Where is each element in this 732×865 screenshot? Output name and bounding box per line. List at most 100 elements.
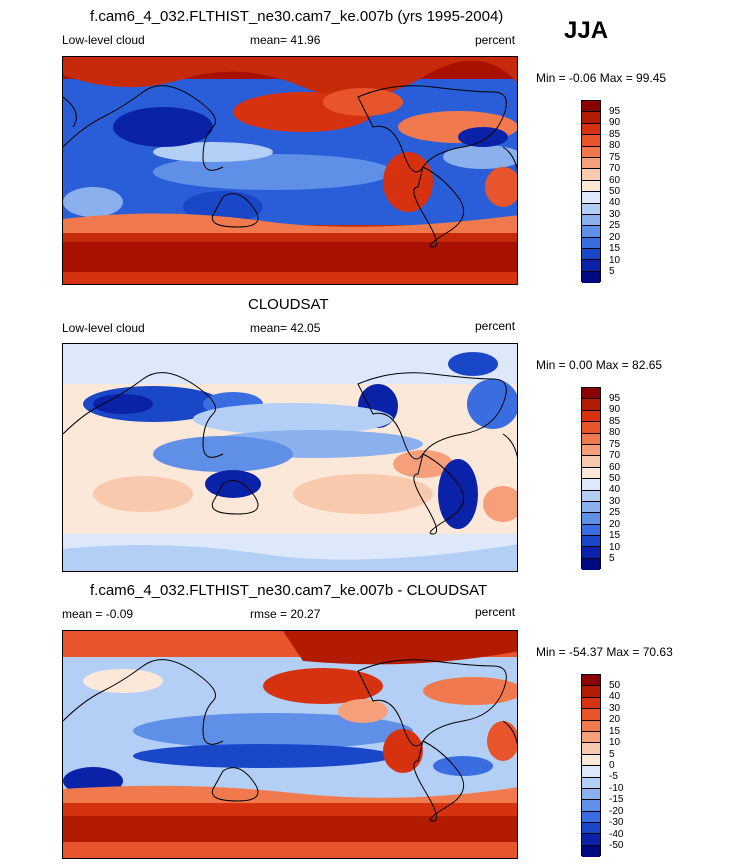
- panel3-colorbar-bin: [582, 697, 600, 710]
- colorbar-tick-label: 30: [609, 703, 621, 714]
- colorbar-tick-label: -20: [609, 806, 624, 817]
- panel1-colorbar-bin: [582, 214, 600, 227]
- colorbar-tick-label: 5: [609, 749, 615, 760]
- colorbar-tick-label: -15: [609, 794, 624, 805]
- colorbar-tick-label: 15: [609, 726, 621, 737]
- colorbar-tick-label: -30: [609, 817, 624, 828]
- panel3-colorbar-bin: [582, 845, 600, 858]
- colorbar-tick-label: 20: [609, 519, 621, 530]
- panel2-colorbar-bin: [582, 433, 600, 445]
- panel2-colorbar-bin: [582, 399, 600, 411]
- panel3-colorbar-bin: [582, 811, 600, 824]
- panel3-colorbar-bin: [582, 766, 600, 778]
- panel1-colorbar-bin: [582, 192, 600, 204]
- panel3-colorbar-bin: [582, 675, 600, 687]
- colorbar-tick-label: 10: [609, 542, 621, 553]
- panel2-colorbar-bin: [582, 388, 600, 400]
- colorbar-tick-label: 95: [609, 393, 621, 404]
- colorbar-tick-label: 40: [609, 484, 621, 495]
- panel2-colorbar-bin: [582, 410, 600, 423]
- panel2-colorbar-bin: [582, 547, 600, 559]
- panel3-colorbar-bin: [582, 709, 600, 721]
- colorbar-tick-label: 85: [609, 416, 621, 427]
- panel3-mean-label: mean = -0.09: [62, 607, 134, 621]
- colorbar-tick-label: -10: [609, 783, 624, 794]
- panel1-colorbar-bin: [582, 157, 600, 170]
- panel2-title: CLOUDSAT: [248, 296, 329, 313]
- panel2-colorbar-bin: [582, 422, 600, 434]
- colorbar-tick-label: 50: [609, 473, 621, 484]
- panel2-colorbar-bin: [582, 524, 600, 537]
- panel3-map: [62, 630, 518, 859]
- colorbar-tick-label: 60: [609, 175, 621, 186]
- colorbar-tick-label: 90: [609, 117, 621, 128]
- panel1-left-label: Low-level cloud: [62, 33, 145, 47]
- panel1-colorbar: [581, 100, 601, 284]
- panel2-colorbar-bin: [582, 456, 600, 468]
- colorbar-tick-label: 5: [609, 553, 615, 564]
- season-label: JJA: [564, 17, 609, 44]
- colorbar-tick-label: 50: [609, 186, 621, 197]
- panel3-colorbar-bin: [582, 800, 600, 812]
- colorbar-tick-label: 95: [609, 106, 621, 117]
- panel1-colorbar-bin: [582, 249, 600, 261]
- panel2-minmax: Min = 0.00 Max = 82.65: [536, 358, 663, 372]
- colorbar-tick-label: 30: [609, 209, 621, 220]
- colorbar-tick-label: 20: [609, 232, 621, 243]
- panel2-colorbar-bin: [582, 558, 600, 571]
- panel2-colorbar-bin: [582, 490, 600, 502]
- panel3-colorbar-bin: [582, 743, 600, 755]
- panel3-colorbar-bin: [582, 731, 600, 744]
- panel2-left-label: Low-level cloud: [62, 321, 145, 335]
- colorbar-tick-label: 75: [609, 439, 621, 450]
- colorbar-tick-label: 50: [609, 680, 621, 691]
- panel3-colorbar-bin: [582, 788, 600, 801]
- panel2-colorbar-bin: [582, 513, 600, 525]
- panel3-colorbar-bin: [582, 823, 600, 835]
- colorbar-tick-label: 15: [609, 243, 621, 254]
- panel3-colorbar-bin: [582, 720, 600, 732]
- panel2-colorbar-bin: [582, 444, 600, 457]
- panel3-minmax: Min = -54.37 Max = 70.63: [536, 645, 673, 659]
- colorbar-tick-label: -40: [609, 829, 624, 840]
- colorbar-tick-label: 30: [609, 496, 621, 507]
- panel3-title: f.cam6_4_032.FLTHIST_ne30.cam7_ke.007b -…: [90, 582, 488, 599]
- panel1-colorbar-bin: [582, 112, 600, 124]
- colorbar-tick-label: 15: [609, 530, 621, 541]
- panel2-colorbar-bin: [582, 501, 600, 514]
- panel3-rmse-label: rmse = 20.27: [250, 607, 321, 621]
- colorbar-tick-label: 70: [609, 450, 621, 461]
- panel1-map: [62, 56, 518, 285]
- colorbar-tick-label: 5: [609, 266, 615, 277]
- panel1-colorbar-bin: [582, 123, 600, 136]
- panel2-colorbar-bin: [582, 536, 600, 548]
- colorbar-tick-label: 10: [609, 737, 621, 748]
- panel2-units-label: percent: [475, 319, 516, 333]
- panel1-colorbar-bin: [582, 169, 600, 181]
- panel2-colorbar: [581, 387, 601, 571]
- panel3-colorbar-bin: [582, 686, 600, 698]
- colorbar-tick-label: 60: [609, 462, 621, 473]
- panel1-colorbar-bin: [582, 203, 600, 215]
- panel2-colorbar-bin: [582, 467, 600, 480]
- colorbar-tick-label: -50: [609, 840, 624, 851]
- panel2-map: [62, 343, 518, 572]
- colorbar-tick-label: 40: [609, 691, 621, 702]
- colorbar-tick-label: 10: [609, 255, 621, 266]
- panel1-colorbar-bin: [582, 260, 600, 272]
- colorbar-tick-label: 70: [609, 163, 621, 174]
- panel1-colorbar-bin: [582, 237, 600, 250]
- panel1-colorbar-bin: [582, 180, 600, 193]
- panel1-colorbar-bin: [582, 146, 600, 158]
- colorbar-tick-label: 85: [609, 129, 621, 140]
- panel1-colorbar-bin: [582, 135, 600, 147]
- panel2-mean-label: mean= 42.05: [250, 321, 321, 335]
- colorbar-tick-label: 0: [609, 760, 615, 771]
- colorbar-tick-label: 40: [609, 197, 621, 208]
- panel3-colorbar-bin: [582, 777, 600, 789]
- colorbar-tick-label: 80: [609, 427, 621, 438]
- colorbar-tick-label: 25: [609, 507, 621, 518]
- panel3-colorbar-bin: [582, 834, 600, 846]
- panel3-colorbar-bin: [582, 754, 600, 767]
- colorbar-tick-label: 80: [609, 140, 621, 151]
